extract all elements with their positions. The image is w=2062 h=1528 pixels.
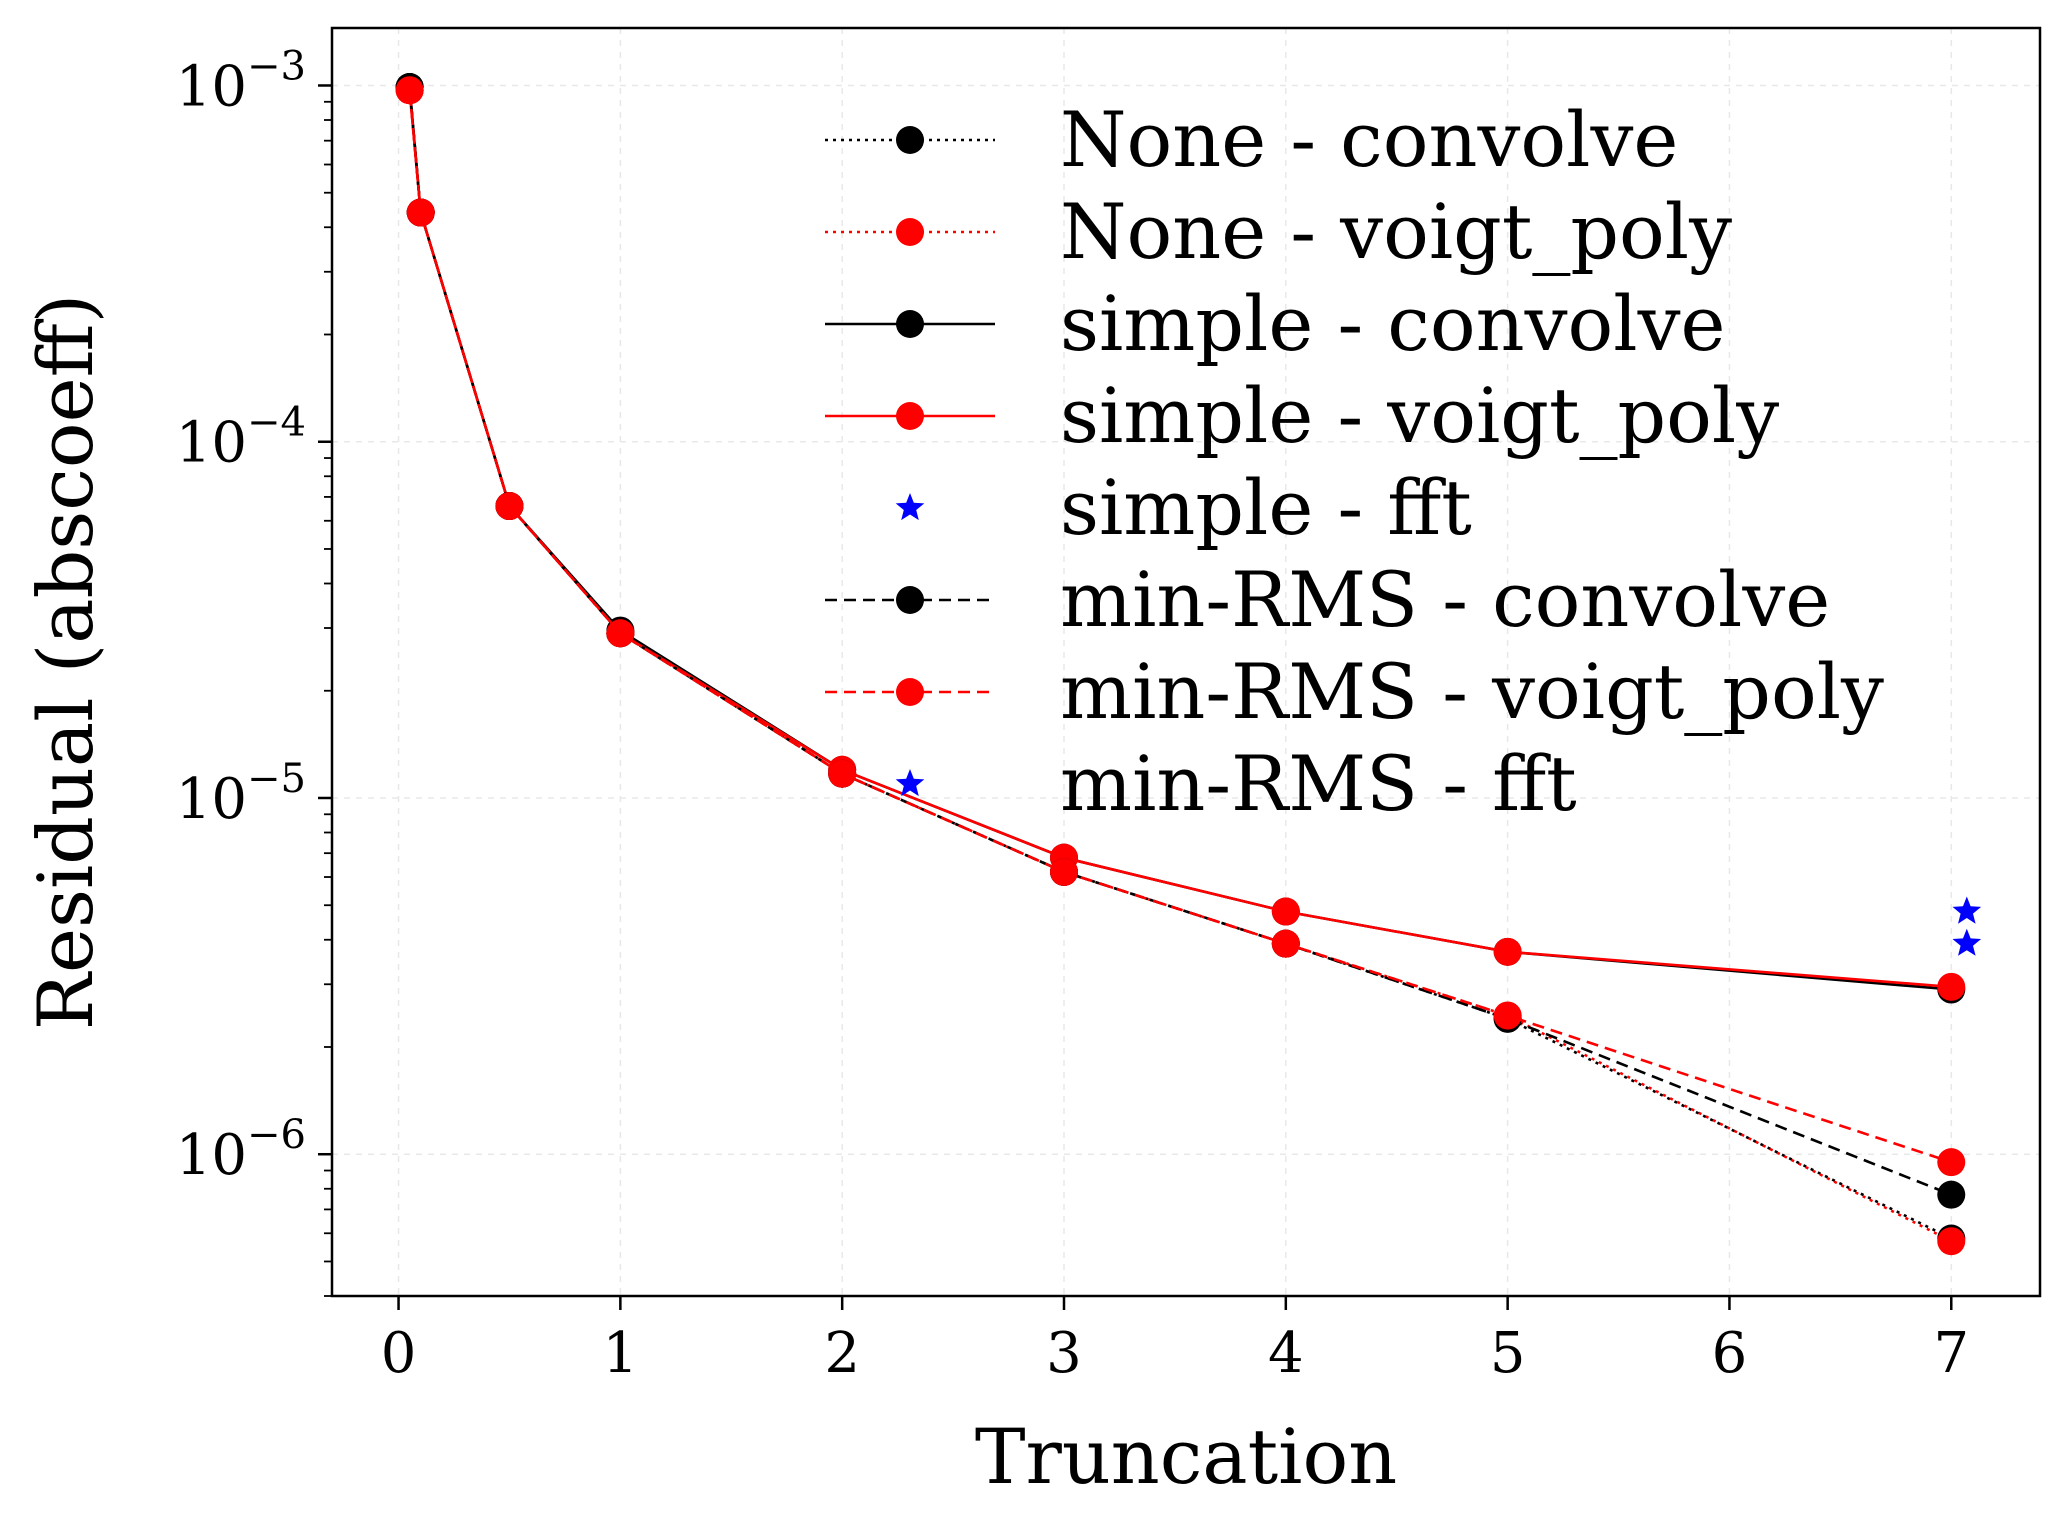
data-point (1937, 1227, 1966, 1256)
x-tick-label: 4 (1268, 1321, 1304, 1386)
x-tick-label: 2 (824, 1321, 860, 1386)
x-tick-label: 5 (1490, 1321, 1526, 1386)
data-point (828, 759, 857, 788)
data-point (1271, 929, 1300, 958)
y-tick-exponent: −5 (247, 756, 306, 802)
legend-entry: simple - voigt_poly (825, 371, 1779, 460)
legend-label: None - convolve (1060, 95, 1678, 184)
data-point (606, 619, 635, 648)
y-axis-title: Residual (abscoeff) (21, 294, 110, 1030)
y-tick-base: 10 (176, 411, 247, 476)
data-point (1937, 972, 1966, 1001)
legend-label: min-RMS - convolve (1060, 555, 1830, 644)
legend-entry: simple - convolve (825, 279, 1725, 368)
plot-frame (330, 26, 2042, 1298)
y-tick-exponent: −3 (247, 43, 306, 89)
data-point (1493, 1001, 1522, 1030)
legend-marker (895, 493, 925, 521)
legend-marker (895, 769, 925, 797)
data-point (406, 198, 435, 227)
data-point (1271, 897, 1300, 926)
data-point (1493, 937, 1522, 966)
x-tick-label: 1 (603, 1321, 639, 1386)
legend-marker (896, 678, 924, 706)
y-tick-base: 10 (176, 1123, 247, 1188)
x-tick-label: 7 (1933, 1321, 1969, 1386)
legend-entry: None - convolve (825, 95, 1678, 184)
series-7 (395, 76, 1966, 1177)
legend-label: min-RMS - voigt_poly (1060, 647, 1884, 736)
data-point (395, 76, 424, 105)
legend-entry: simple - fft (895, 463, 1472, 552)
legend-entry: None - voigt_poly (825, 187, 1732, 276)
legend-entry: min-RMS - fft (895, 739, 1577, 828)
y-tick-label: 10−3 (176, 43, 306, 119)
data-point (1952, 896, 1982, 924)
grid (332, 28, 2040, 1296)
y-tick-exponent: −6 (247, 1112, 306, 1158)
x-tick-label: 6 (1712, 1321, 1748, 1386)
legend-label: simple - voigt_poly (1060, 371, 1779, 460)
x-tick-label: 3 (1046, 1321, 1082, 1386)
data-point (1952, 928, 1982, 956)
legend-label: None - voigt_poly (1060, 187, 1732, 276)
legend-label: simple - convolve (1060, 279, 1725, 368)
data-point (1050, 857, 1078, 886)
y-tick-base: 10 (176, 767, 247, 832)
x-axis-title: Truncation (975, 1412, 1397, 1501)
legend-label: min-RMS - fft (1060, 739, 1577, 828)
x-tick-label: 0 (381, 1321, 417, 1386)
series-8 (1952, 928, 1982, 956)
y-tick-label: 10−5 (176, 756, 306, 832)
data-point (495, 492, 524, 521)
series-5 (1952, 896, 1982, 924)
legend-label: simple - fft (1060, 463, 1472, 552)
legend-marker (896, 218, 924, 246)
plot-series (395, 73, 1982, 1256)
y-tick-label: 10−6 (176, 1112, 306, 1188)
axes: 0 1 2 3 4 5 6 710−310−410−510−6 (176, 43, 1969, 1386)
y-tick-base: 10 (176, 54, 247, 119)
legend-marker (896, 402, 924, 430)
legend-entry: min-RMS - voigt_poly (825, 647, 1884, 736)
legend-marker (896, 310, 924, 338)
legend-entry: min-RMS - convolve (825, 555, 1830, 644)
legend-marker (896, 586, 924, 614)
y-tick-label: 10−4 (176, 400, 306, 476)
y-tick-exponent: −4 (247, 400, 306, 446)
data-point (1937, 1148, 1966, 1177)
legend-marker (896, 126, 924, 154)
data-point (1937, 1180, 1966, 1209)
